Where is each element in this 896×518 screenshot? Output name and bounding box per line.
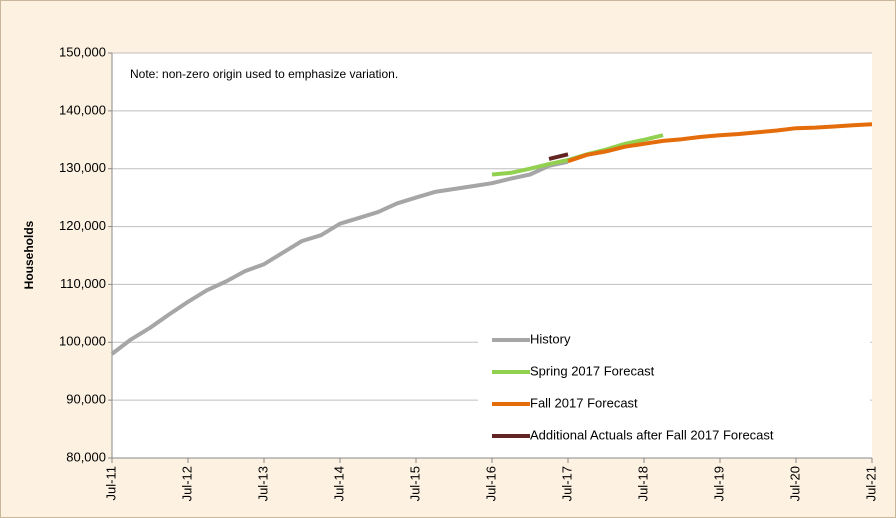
y-tick-label: 110,000: [60, 276, 106, 291]
legend-label: Fall 2017 Forecast: [530, 395, 638, 410]
x-tick-label: Jul-19: [711, 466, 726, 501]
y-tick-label: 100,000: [59, 334, 106, 349]
y-tick-label: 90,000: [66, 392, 106, 407]
legend-label: Additional Actuals after Fall 2017 Forec…: [530, 427, 774, 442]
annotation: Note: non-zero origin used to emphasize …: [130, 67, 398, 81]
y-tick-label: 150,000: [59, 44, 106, 59]
x-tick-label: Jul-16: [483, 466, 498, 501]
x-tick-label: Jul-11: [103, 466, 118, 500]
series-line: [548, 152, 569, 161]
x-tick-label: Jul-17: [559, 466, 574, 501]
y-tick-label: 120,000: [59, 218, 106, 233]
legend-label: Spring 2017 Forecast: [530, 363, 655, 378]
y-tick-label: 130,000: [59, 160, 106, 175]
x-tick-label: Jul-13: [255, 466, 270, 501]
x-tick-label: Jul-12: [179, 466, 194, 501]
legend-label: History: [530, 331, 571, 346]
x-tick-label: Jul-18: [635, 466, 650, 501]
series-line: [567, 122, 873, 164]
x-tick-label: Jul-15: [407, 466, 422, 501]
series-line: [110, 159, 569, 356]
legend-box: [478, 324, 870, 456]
y-tick-label: 140,000: [59, 102, 106, 117]
y-tick-label: 80,000: [66, 449, 106, 464]
x-tick-label: Jul-21: [863, 466, 878, 501]
y-axis-label: Households: [22, 220, 36, 289]
x-tick-label: Jul-20: [787, 466, 802, 501]
x-tick-label: Jul-14: [331, 466, 346, 501]
